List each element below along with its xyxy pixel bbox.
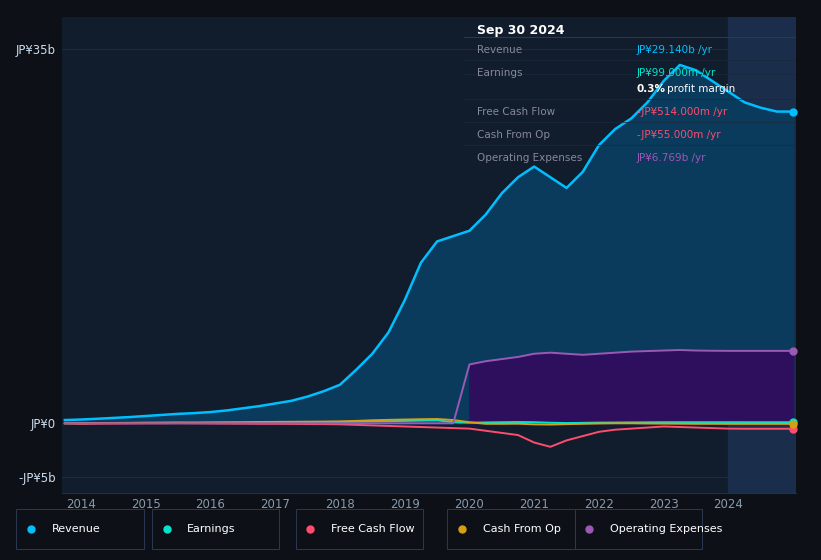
Text: -JP¥55.000m /yr: -JP¥55.000m /yr: [637, 130, 720, 140]
Text: Revenue: Revenue: [477, 45, 522, 55]
Text: -JP¥514.000m /yr: -JP¥514.000m /yr: [637, 107, 727, 116]
Text: Free Cash Flow: Free Cash Flow: [477, 107, 555, 116]
Text: Revenue: Revenue: [52, 524, 100, 534]
Text: JP¥29.140b /yr: JP¥29.140b /yr: [637, 45, 713, 55]
Text: JP¥6.769b /yr: JP¥6.769b /yr: [637, 153, 706, 163]
Bar: [728, 17, 796, 493]
Text: Earnings: Earnings: [187, 524, 236, 534]
Text: profit margin: profit margin: [667, 83, 735, 94]
Text: Operating Expenses: Operating Expenses: [477, 153, 582, 163]
Text: Free Cash Flow: Free Cash Flow: [331, 524, 415, 534]
Text: Cash From Op: Cash From Op: [483, 524, 561, 534]
Text: JP¥99.000m /yr: JP¥99.000m /yr: [637, 68, 716, 78]
Text: Cash From Op: Cash From Op: [477, 130, 550, 140]
Text: Sep 30 2024: Sep 30 2024: [477, 24, 565, 36]
Text: Operating Expenses: Operating Expenses: [610, 524, 722, 534]
Text: Earnings: Earnings: [477, 68, 523, 78]
Text: 0.3%: 0.3%: [637, 83, 666, 94]
